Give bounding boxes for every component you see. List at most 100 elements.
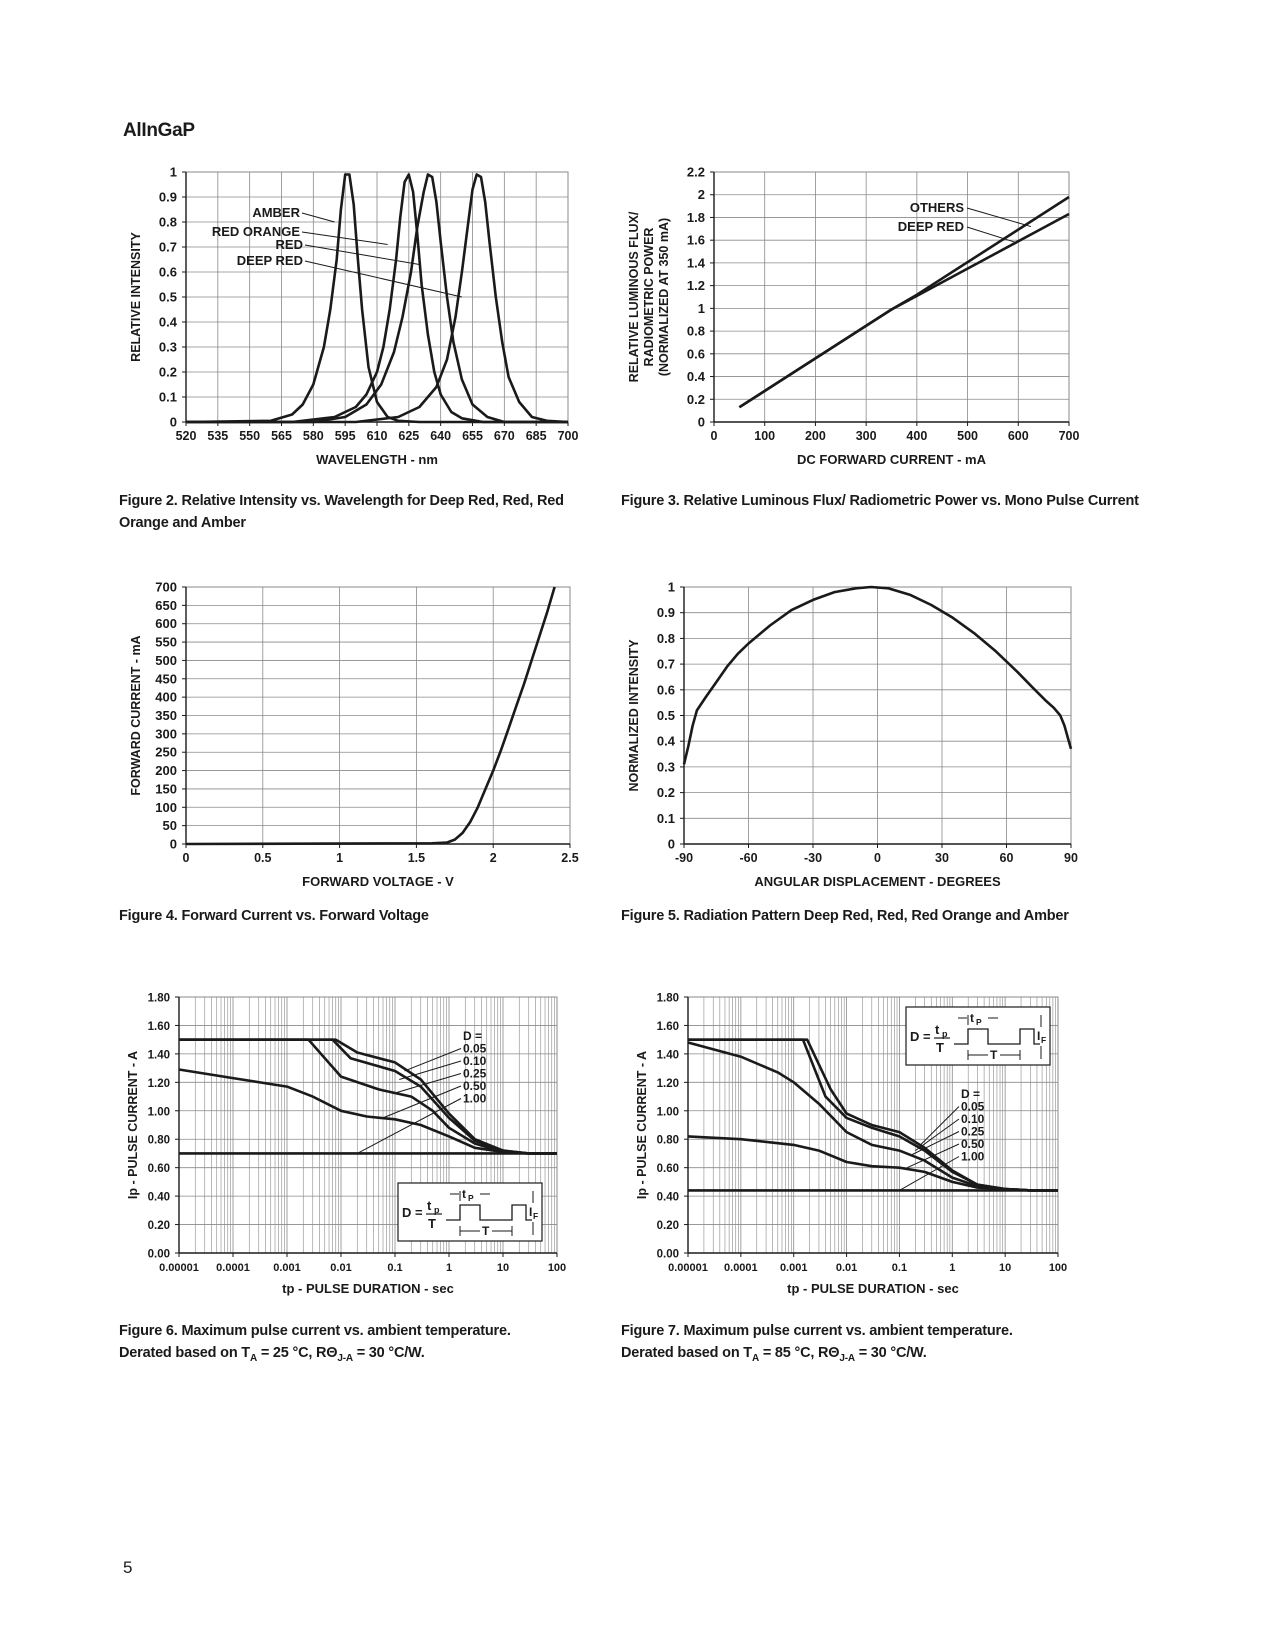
inset-formula: D = <box>402 1205 423 1220</box>
leader-line <box>399 1060 462 1080</box>
inset-numerator-sub: p <box>942 1029 948 1039</box>
x-tick-label: 610 <box>367 429 388 443</box>
inset-current-sub: F <box>533 1211 538 1221</box>
duty-cycle-inset: D = t pTt PTI F <box>397 1182 543 1242</box>
y-tick-label: 0.00 <box>657 1249 679 1261</box>
legend-entry-0-50: 0.50 <box>463 1079 487 1093</box>
leader-line <box>357 1098 462 1154</box>
series-line-deep-red <box>186 173 569 424</box>
y-tick-label: 250 <box>155 745 177 760</box>
inset-pulse-waveform <box>446 1204 532 1221</box>
y-tick-label: 0.7 <box>657 657 675 672</box>
figure-7-caption-line2: Derated based on TA = 85 °C, RΘJ-A = 30 … <box>621 1345 927 1364</box>
leader-line <box>899 1156 960 1191</box>
x-tick-label: 655 <box>462 429 483 443</box>
y-axis-title: RADIOMETRIC POWER <box>642 228 656 367</box>
leader-line <box>304 244 420 265</box>
x-tick-label: 30 <box>935 851 949 865</box>
chart-pulse-current-25c: 0.00001 0.0001 0.001 0.01 0.1 1 10 100 0.00 0.20 0… <box>126 993 566 1297</box>
y-tick-label: 550 <box>155 635 177 650</box>
legend-title: D = <box>463 1029 482 1043</box>
x-tick-label: 700 <box>1059 429 1080 443</box>
x-tick-label: 700 <box>558 429 579 443</box>
chart-forward-current: 0 0.5 1 1.5 2 2.5 0 50 100 150 200 250 300 350 400 450 5… <box>129 580 579 890</box>
x-tick-label: 625 <box>398 429 419 443</box>
y-tick-label: 0.5 <box>159 290 177 305</box>
inset-pulse-label: t <box>970 1011 974 1025</box>
y-tick-label: 0.6 <box>687 346 705 361</box>
y-tick-label: 400 <box>155 690 177 705</box>
y-axis-title: Ip - PULSE CURRENT - A <box>126 1051 140 1199</box>
legend-entry-1-00: 1.00 <box>463 1092 487 1106</box>
legend-entry-0-10: 0.10 <box>463 1054 487 1068</box>
x-tick-label: 1.5 <box>408 851 425 865</box>
y-tick-label: 2 <box>698 187 705 202</box>
x-tick-label: 2.5 <box>561 851 578 865</box>
leader-line <box>920 1106 960 1146</box>
series-line <box>185 586 556 846</box>
y-tick-label: 1 <box>668 580 675 595</box>
y-tick-label: 0.40 <box>148 1192 170 1204</box>
series-label-deep-red: DEEP RED <box>898 219 964 234</box>
y-tick-label: 0.9 <box>159 190 177 205</box>
y-tick-label: 1 <box>170 165 177 180</box>
y-tick-label: 0.1 <box>159 390 177 405</box>
x-tick-label: 200 <box>805 429 826 443</box>
series-label-amber: AMBER <box>252 205 300 220</box>
y-tick-label: 0.4 <box>159 315 178 330</box>
x-tick-label: 595 <box>335 429 356 443</box>
y-tick-label: 0.5 <box>657 708 675 723</box>
y-tick-label: 0.60 <box>148 1163 170 1175</box>
inset-current-sub: F <box>1041 1035 1046 1045</box>
y-tick-label: 700 <box>155 580 177 595</box>
duty-cycle-inset: D = t pTt PTI F <box>905 1006 1051 1066</box>
legend-entry-0-50: 0.50 <box>961 1137 985 1151</box>
x-tick-label: 0.01 <box>836 1262 857 1274</box>
x-tick-label: 0.001 <box>780 1262 808 1274</box>
series-label-red-orange: RED ORANGE <box>212 224 300 239</box>
y-tick-label: 0 <box>698 415 705 430</box>
y-tick-label: 0.1 <box>657 811 675 826</box>
inset-period-label: T <box>482 1224 490 1238</box>
legend-title: D = <box>961 1087 980 1101</box>
x-tick-label: -30 <box>804 851 822 865</box>
leader-line <box>911 1131 960 1156</box>
y-tick-label: 350 <box>155 708 177 723</box>
y-tick-label: 0.6 <box>159 265 177 280</box>
y-tick-label: 0.4 <box>657 734 676 749</box>
x-tick-label: 500 <box>957 429 978 443</box>
y-tick-label: 0.8 <box>159 215 177 230</box>
y-tick-label: 0.80 <box>148 1135 170 1147</box>
leader-line <box>392 1073 462 1095</box>
x-tick-label: 0.00001 <box>159 1262 199 1274</box>
figure-6-caption: Figure 6. Maximum pulse current vs. ambi… <box>119 1320 599 1370</box>
x-tick-label: -60 <box>739 851 757 865</box>
y-axis-title: RELATIVE INTENSITY <box>129 232 143 362</box>
y-tick-label: 1.8 <box>687 210 705 225</box>
y-tick-label: 0.6 <box>657 682 675 697</box>
x-tick-label: 1 <box>336 851 343 865</box>
x-tick-label: 1 <box>949 1262 955 1274</box>
x-axis-title: FORWARD VOLTAGE - V <box>302 874 454 889</box>
y-tick-label: 50 <box>163 818 177 833</box>
y-tick-label: 600 <box>155 616 177 631</box>
y-tick-label: 1.60 <box>657 1021 679 1033</box>
y-tick-label: 0.00 <box>148 1249 170 1261</box>
y-tick-label: 1.40 <box>657 1049 679 1061</box>
y-tick-label: 0.40 <box>657 1192 679 1204</box>
y-tick-label: 1.00 <box>657 1106 679 1118</box>
y-tick-label: 0.7 <box>159 240 177 255</box>
legend-entry-0-25: 0.25 <box>961 1125 985 1139</box>
inset-pulse-sub: P <box>976 1017 982 1027</box>
series-line-red-orange <box>186 173 568 424</box>
y-tick-label: 1.4 <box>687 255 706 270</box>
legend-entry-0-05: 0.05 <box>961 1100 985 1114</box>
x-tick-label: 535 <box>207 429 228 443</box>
x-tick-label: 100 <box>1049 1262 1067 1274</box>
inset-pulse-sub: P <box>468 1193 474 1203</box>
inset-current-label: I <box>1037 1029 1040 1043</box>
series-line-0-50 <box>178 1068 557 1155</box>
x-tick-label: 10 <box>999 1262 1011 1274</box>
x-tick-label: 2 <box>490 851 497 865</box>
inset-denominator: T <box>428 1216 436 1231</box>
